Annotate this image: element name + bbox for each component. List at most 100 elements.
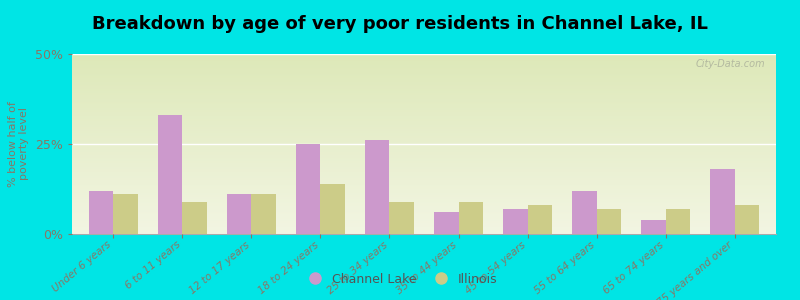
Bar — [72, 218, 776, 219]
Bar — [72, 54, 776, 55]
Bar — [72, 172, 776, 173]
Bar — [72, 97, 776, 98]
Bar — [366, 140, 390, 234]
Bar — [72, 219, 776, 220]
Bar — [72, 82, 776, 83]
Bar — [72, 205, 776, 206]
Bar — [72, 113, 776, 114]
Bar — [72, 161, 776, 162]
Bar — [72, 192, 776, 193]
Bar — [72, 181, 776, 182]
Bar — [227, 194, 251, 234]
Bar — [158, 115, 182, 234]
Bar — [72, 117, 776, 118]
Bar — [72, 213, 776, 214]
Bar — [72, 81, 776, 82]
Bar — [72, 71, 776, 72]
Bar — [72, 123, 776, 124]
Bar — [72, 128, 776, 129]
Bar — [72, 142, 776, 143]
Bar — [72, 193, 776, 194]
Bar — [72, 77, 776, 78]
Bar — [72, 136, 776, 137]
Bar — [72, 149, 776, 150]
Bar — [72, 120, 776, 121]
Bar — [72, 121, 776, 122]
Bar — [72, 134, 776, 135]
Bar — [72, 171, 776, 172]
Bar — [72, 158, 776, 159]
Bar — [72, 180, 776, 181]
Bar — [72, 73, 776, 74]
Bar — [72, 168, 776, 169]
Bar — [72, 89, 776, 90]
Bar — [72, 162, 776, 163]
Bar — [72, 88, 776, 89]
Bar — [72, 109, 776, 110]
Bar — [72, 225, 776, 226]
Bar — [72, 196, 776, 197]
Bar — [72, 140, 776, 141]
Bar — [72, 147, 776, 148]
Bar — [72, 91, 776, 92]
Bar — [72, 224, 776, 225]
Bar — [72, 145, 776, 146]
Bar — [458, 202, 482, 234]
Bar — [527, 205, 552, 234]
Text: Breakdown by age of very poor residents in Channel Lake, IL: Breakdown by age of very poor residents … — [92, 15, 708, 33]
Bar — [72, 183, 776, 184]
Bar — [72, 188, 776, 189]
Bar — [72, 66, 776, 67]
Bar — [72, 76, 776, 77]
Bar — [72, 130, 776, 131]
Bar — [72, 132, 776, 133]
Bar — [72, 167, 776, 168]
Bar — [72, 115, 776, 116]
Bar — [72, 108, 776, 109]
Bar — [72, 137, 776, 138]
Bar — [72, 174, 776, 175]
Bar — [72, 80, 776, 81]
Bar — [72, 84, 776, 85]
Bar — [72, 163, 776, 164]
Bar — [72, 102, 776, 103]
Bar — [72, 70, 776, 71]
Bar — [503, 209, 527, 234]
Bar — [72, 175, 776, 176]
Bar — [72, 148, 776, 149]
Bar — [72, 166, 776, 167]
Bar — [72, 233, 776, 234]
Bar — [72, 226, 776, 227]
Bar — [72, 56, 776, 57]
Bar — [642, 220, 666, 234]
Bar — [72, 194, 776, 195]
Bar — [72, 177, 776, 178]
Bar — [710, 169, 734, 234]
Bar — [72, 150, 776, 151]
Bar — [72, 138, 776, 139]
Bar — [72, 157, 776, 158]
Legend: Channel Lake, Illinois: Channel Lake, Illinois — [298, 268, 502, 291]
Bar — [72, 189, 776, 190]
Bar — [72, 69, 776, 70]
Bar — [72, 169, 776, 170]
Bar — [72, 209, 776, 210]
Bar — [72, 221, 776, 222]
Bar — [72, 203, 776, 204]
Bar — [72, 210, 776, 211]
Bar — [72, 116, 776, 117]
Bar — [72, 214, 776, 215]
Bar — [72, 96, 776, 97]
Bar — [72, 195, 776, 196]
Bar — [72, 135, 776, 136]
Bar — [72, 93, 776, 94]
Bar — [72, 87, 776, 88]
Bar — [72, 222, 776, 223]
Bar — [572, 191, 597, 234]
Bar — [72, 94, 776, 95]
Bar — [182, 202, 206, 234]
Bar — [72, 122, 776, 123]
Bar — [72, 207, 776, 208]
Bar — [72, 111, 776, 112]
Bar — [72, 63, 776, 64]
